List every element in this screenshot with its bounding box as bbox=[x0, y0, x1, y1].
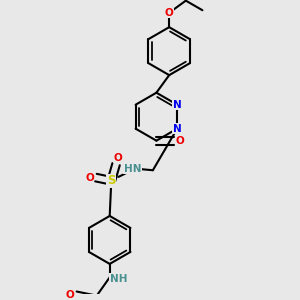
Text: O: O bbox=[165, 8, 174, 18]
Text: O: O bbox=[65, 290, 74, 300]
Text: O: O bbox=[85, 172, 94, 183]
Text: O: O bbox=[176, 136, 184, 146]
Text: HN: HN bbox=[124, 164, 142, 174]
Text: S: S bbox=[107, 174, 116, 187]
Text: N: N bbox=[173, 124, 182, 134]
Text: O: O bbox=[113, 153, 122, 163]
Text: NH: NH bbox=[110, 274, 128, 284]
Text: N: N bbox=[173, 100, 182, 110]
